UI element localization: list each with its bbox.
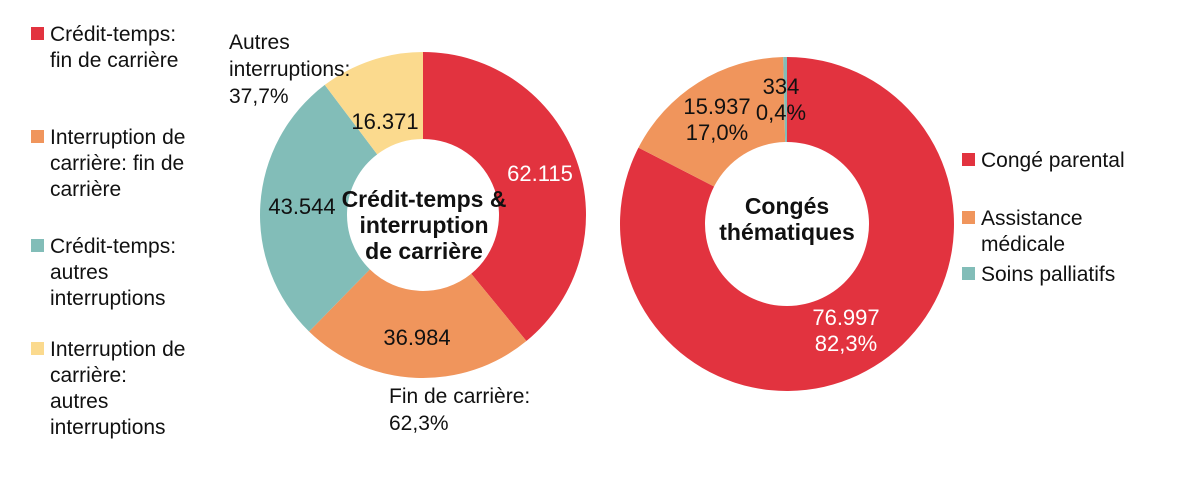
segment-label-credit-temps-autres: 43.544 [268, 194, 336, 219]
legend-swatch-teal [31, 239, 44, 252]
donut-segment [783, 56, 787, 143]
legend-item-credit-temps-fin: Crédit-temps: fin de carrière [31, 22, 178, 74]
legend-swatch-teal [962, 267, 975, 280]
legend-label: Crédit-temps: fin de carrière [50, 23, 179, 72]
legend-label: Crédit-temps: autres interruptions [50, 235, 177, 310]
segment-label-interruption-fin: 36.984 [383, 325, 451, 350]
legend-label: Congé parental [981, 149, 1125, 172]
donut-segment [638, 57, 786, 187]
legend-item-assistance-medicale: Assistance médicale [962, 206, 1083, 258]
annotation-autres-interruptions: Autres interruptions: 37,7% [229, 31, 351, 108]
donut-center-title-right: Congés thématiques [719, 193, 855, 245]
segment-label-conge-parental: 76.997 82,3% [812, 305, 880, 356]
donut-center-title-left: Crédit-temps & interruption de carrière [341, 186, 507, 264]
legend-label: Interruption de carrière: fin de carrièr… [50, 126, 186, 201]
legend-label: Soins palliatifs [981, 263, 1116, 286]
legend-swatch-red [31, 27, 44, 40]
donut-segment [619, 57, 954, 391]
legend-item-interruption-fin: Interruption de carrière: fin de carrièr… [31, 125, 185, 203]
donut-chart-credit-temps [260, 51, 587, 379]
legend-swatch-yellow [31, 342, 44, 355]
legend-label: Interruption de carrière: autres interru… [50, 338, 186, 439]
legend-item-interruption-autres: Interruption de carrière: autres interru… [31, 337, 185, 441]
legend-swatch-red [962, 153, 975, 166]
donut-segment [309, 269, 527, 379]
legend-item-soins-palliatifs: Soins palliatifs [962, 262, 1115, 288]
legend-item-conge-parental: Congé parental [962, 148, 1125, 174]
legend-swatch-orange [31, 130, 44, 143]
legend-swatch-orange [962, 211, 975, 224]
donut-segment [423, 52, 587, 341]
segment-label-assistance-medicale: 15.937 17,0% [683, 94, 751, 145]
donut-segment [324, 51, 423, 155]
segment-label-credit-temps-fin: 62.115 [507, 161, 573, 186]
segment-label-interruption-autres: 16.371 [351, 109, 419, 134]
legend-label: Assistance médicale [981, 207, 1083, 256]
annotation-fin-de-carriere: Fin de carrière: 62,3% [389, 385, 531, 435]
legend-item-credit-temps-autres: Crédit-temps: autres interruptions [31, 234, 176, 312]
segment-label-soins-palliatifs: 334 0,4% [755, 74, 807, 125]
donut-chart-conges-thematiques [619, 56, 954, 391]
donut-segment [260, 84, 378, 332]
